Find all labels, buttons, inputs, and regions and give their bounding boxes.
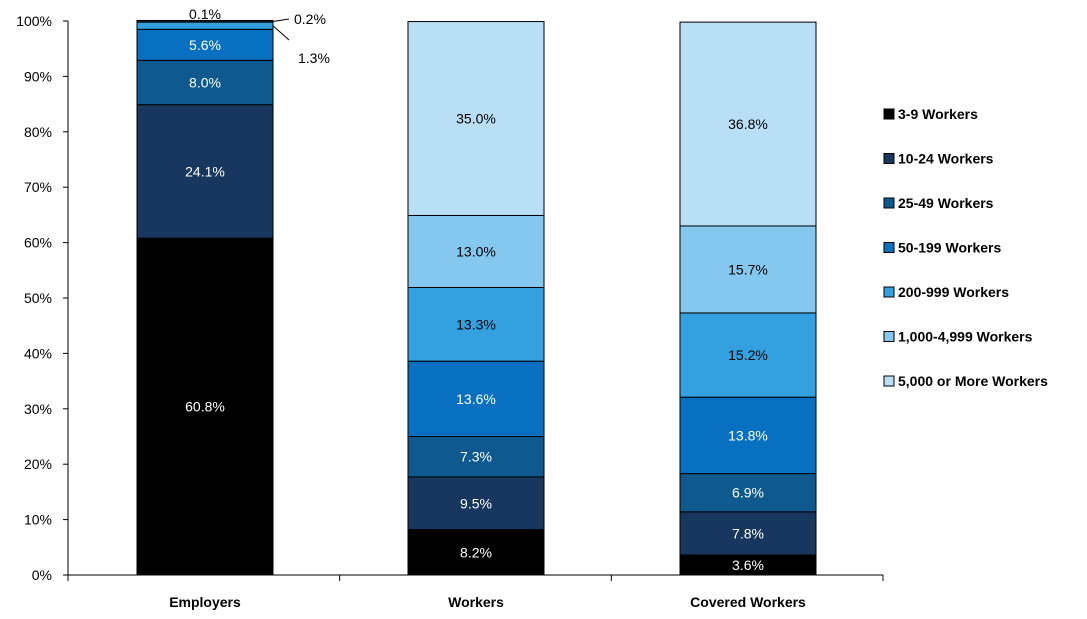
bars bbox=[136, 19, 817, 576]
y-tick-label: 50% bbox=[24, 290, 52, 306]
y-tick-label: 0% bbox=[32, 567, 52, 583]
x-category-label: Covered Workers bbox=[690, 594, 806, 610]
bar-segment bbox=[136, 59, 274, 106]
legend-swatch bbox=[883, 242, 895, 253]
data-label: 15.7% bbox=[728, 261, 768, 277]
bar-segment bbox=[679, 511, 817, 556]
bar-segment bbox=[407, 476, 545, 531]
legend-swatch bbox=[883, 375, 895, 387]
y-tick-label: 60% bbox=[24, 235, 52, 251]
data-label: 5.6% bbox=[189, 37, 221, 53]
bar-segment bbox=[679, 473, 817, 513]
bar-segment bbox=[407, 436, 545, 478]
callout-line bbox=[272, 25, 290, 41]
data-label: 0.1% bbox=[189, 6, 221, 22]
bar-segment bbox=[679, 225, 817, 314]
legend-swatch bbox=[883, 286, 895, 298]
bar-segment bbox=[407, 529, 545, 576]
y-tick-label: 10% bbox=[24, 512, 52, 528]
legend: 3-9 Workers 10-24 Workers 25-49 Workers 50-… bbox=[883, 106, 1048, 389]
legend-label: 3-9 Workers bbox=[898, 106, 978, 122]
x-category-label: Employers bbox=[169, 594, 241, 610]
data-label: 9.5% bbox=[460, 495, 492, 511]
x-category-label: Workers bbox=[448, 594, 504, 610]
y-tick-label: 30% bbox=[24, 401, 52, 417]
bar-segment bbox=[679, 312, 817, 398]
legend-swatch bbox=[883, 108, 895, 120]
legend-label: 25-49 Workers bbox=[898, 195, 994, 211]
bar-segment bbox=[679, 21, 817, 227]
bar-segment bbox=[136, 19, 274, 22]
data-label: 7.8% bbox=[732, 525, 764, 541]
data-label: 7.3% bbox=[460, 449, 492, 465]
axes: 0% 10% 20% 30% 40% 50% 60% 70% 80% 90% 100% Employe… bbox=[16, 13, 884, 610]
legend-label: 10-24 Workers bbox=[898, 151, 994, 167]
legend-label: 200-999 Workers bbox=[898, 284, 1009, 300]
bar-segment bbox=[136, 104, 274, 239]
data-label: 0.2% bbox=[294, 11, 326, 27]
y-tick-label: 90% bbox=[24, 68, 52, 84]
legend-label: 1,000-4,999 Workers bbox=[898, 329, 1033, 345]
data-label: 8.0% bbox=[189, 74, 221, 90]
bar-segment bbox=[679, 396, 817, 475]
bar-segment bbox=[407, 360, 545, 438]
y-tick-label: 100% bbox=[16, 13, 52, 29]
bar-segment bbox=[136, 28, 274, 61]
data-label: 60.8% bbox=[185, 399, 225, 415]
bar-segment bbox=[407, 21, 545, 216]
data-label: 35.0% bbox=[456, 111, 496, 127]
bar-segment bbox=[407, 214, 545, 288]
data-label: 13.3% bbox=[456, 316, 496, 332]
y-tick-label: 70% bbox=[24, 179, 52, 195]
y-tick-label: 80% bbox=[24, 124, 52, 140]
callout-line bbox=[272, 18, 290, 23]
data-label: 13.6% bbox=[456, 391, 496, 407]
legend-label: 50-199 Workers bbox=[898, 240, 1001, 256]
data-label: 13.0% bbox=[456, 243, 496, 259]
data-label: 3.6% bbox=[732, 557, 764, 573]
data-label: 13.8% bbox=[728, 427, 768, 443]
data-label: 6.9% bbox=[732, 485, 764, 501]
y-tick-label: 20% bbox=[24, 456, 52, 472]
y-tick-label: 40% bbox=[24, 345, 52, 361]
data-label: 8.2% bbox=[460, 544, 492, 560]
bar-segment bbox=[136, 21, 274, 30]
data-label: 1.3% bbox=[298, 50, 330, 66]
data-labels: 60.8% 24.1% 8.0% 5.6% 8.2% 9.5% 7.3% 13.6% 13.3%… bbox=[185, 6, 768, 573]
legend-label: 5,000 or More Workers bbox=[898, 373, 1048, 389]
legend-swatch bbox=[883, 153, 895, 164]
legend-swatch bbox=[883, 331, 895, 342]
bar-segment bbox=[407, 286, 545, 362]
bar-segment bbox=[136, 237, 274, 576]
legend-swatch bbox=[883, 197, 895, 209]
data-label: 36.8% bbox=[728, 116, 768, 132]
data-label: 24.1% bbox=[185, 163, 225, 179]
data-label: 15.2% bbox=[728, 347, 768, 363]
